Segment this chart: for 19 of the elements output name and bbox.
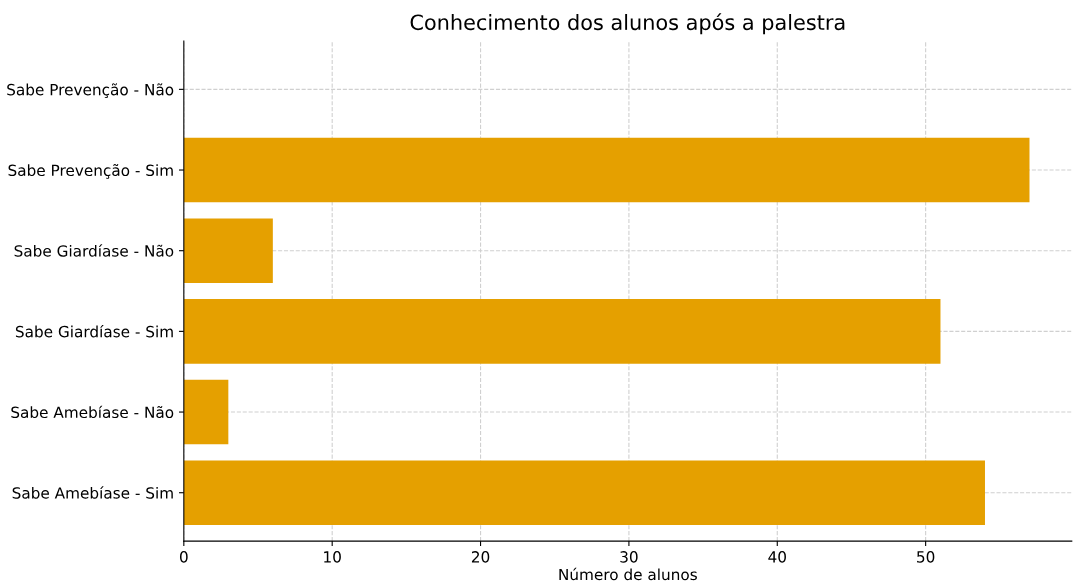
y-tick-label: Sabe Giardíase - Sim <box>15 324 173 338</box>
x-tick-label: 0 <box>179 551 188 563</box>
x-tick-label: 40 <box>768 551 786 563</box>
bar <box>183 460 985 525</box>
bar <box>183 137 1030 203</box>
chart-title: Conhecimento dos alunos após a palestra <box>410 13 845 35</box>
bar <box>183 299 941 364</box>
x-tick-label: 30 <box>620 551 638 563</box>
bar <box>183 218 273 283</box>
y-tick-label: Sabe Amebíase - Sim <box>12 486 173 499</box>
y-tick-label: Sabe Amebíase - Não <box>11 405 174 419</box>
x-tick-label: 10 <box>324 551 341 563</box>
x-tick-label: 50 <box>917 551 935 563</box>
bar <box>183 379 229 445</box>
y-tick-label: Sabe Giardíase - Não <box>14 244 174 257</box>
x-axis-title: Número de alunos <box>559 567 697 581</box>
x-tick-label: 20 <box>471 551 490 563</box>
y-tick-label: Sabe Prevenção - Não <box>7 83 174 99</box>
y-tick-label: Sabe Prevenção - Sim <box>8 163 173 179</box>
